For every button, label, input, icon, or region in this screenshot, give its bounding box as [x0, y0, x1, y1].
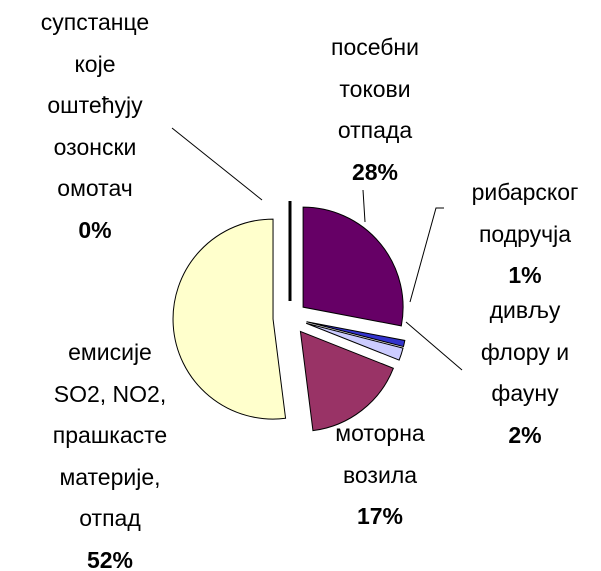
leader-line: [171, 127, 263, 201]
value-label: 2%: [508, 421, 542, 448]
category-label: супстанце које оштећују озонски омотач: [40, 9, 150, 201]
category-label: рибарског подручја: [471, 179, 579, 247]
slice-label: рибарског подручја 1%: [440, 172, 601, 297]
leader-lines: [171, 127, 463, 371]
pie-slice: [302, 206, 404, 327]
pie-slice: [306, 321, 406, 348]
value-label: 0%: [78, 216, 112, 243]
pie-slice: [305, 322, 404, 361]
value-label: 28%: [351, 158, 399, 185]
slice-label: дивљу флору и фауну 2%: [450, 290, 600, 456]
leader-line: [409, 207, 444, 303]
leader-line: [362, 189, 366, 223]
slice-label: посебни токови отпада 28%: [300, 27, 450, 193]
category-label: моторна возила: [335, 420, 425, 488]
category-label: посебни токови отпада: [330, 34, 419, 143]
category-label: емисије SO2, NO2, прашкасте материје, от…: [52, 339, 168, 531]
slice-label: емисије SO2, NO2, прашкасте материје, от…: [20, 332, 200, 571]
category-label: дивљу флору и фауну: [480, 297, 570, 406]
slice-label: супстанце које оштећују озонски омотач 0%: [10, 2, 180, 251]
value-label: 1%: [508, 262, 542, 288]
pie-slice: [299, 330, 395, 432]
slice-label: моторна возила 17%: [300, 413, 460, 538]
value-label: 17%: [356, 503, 404, 529]
pie-slice: [172, 218, 287, 420]
leader-line: [405, 321, 463, 371]
value-label: 52%: [86, 546, 134, 571]
